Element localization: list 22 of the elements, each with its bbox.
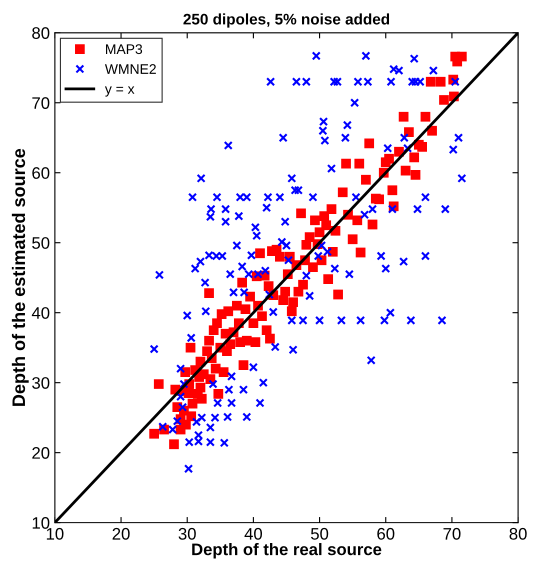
y-tick-label: 30 — [32, 377, 50, 389]
y-tick-label: 50 — [32, 237, 50, 249]
legend-label: MAP3 — [106, 44, 142, 54]
y-tick-label: 20 — [32, 447, 50, 459]
chart-title: 250 dipoles, 5% noise added — [183, 13, 390, 28]
y-tick-label: 60 — [32, 167, 50, 179]
x-tick-label: 30 — [178, 528, 196, 540]
x-axis-title: Depth of the real source — [192, 543, 382, 559]
y-tick-label: 10 — [32, 517, 50, 529]
x-tick-label: 40 — [244, 528, 262, 540]
x-tick-label: 60 — [377, 528, 394, 540]
legend-label: y = x — [104, 86, 134, 97]
y-tick-label: 40 — [32, 307, 50, 319]
x-tick-label: 10 — [46, 528, 64, 540]
y-axis-title: Depth of the estimated source — [12, 148, 29, 406]
x-tick-label: 20 — [112, 528, 130, 540]
x-tick-label: 80 — [510, 528, 527, 540]
x-tick-label: 70 — [444, 528, 461, 540]
y-tick-label: 70 — [32, 97, 50, 109]
x-tick-label: 50 — [310, 528, 328, 540]
y-tick-label: 80 — [32, 27, 50, 39]
legend-label: WMNE2 — [104, 64, 156, 74]
